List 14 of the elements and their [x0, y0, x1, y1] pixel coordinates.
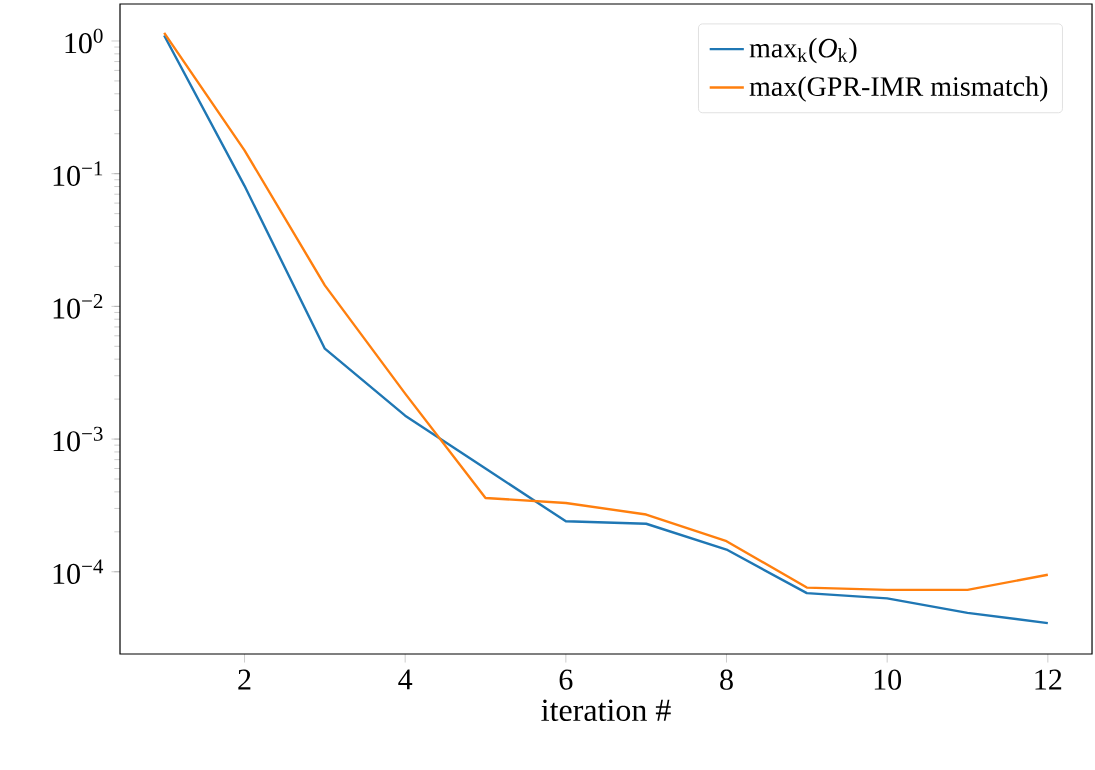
y-tick-label: 10$^{−4}$: [53, 559, 104, 585]
x-axis-title: iteration #: [541, 699, 671, 722]
y-tick-label: 10$^{−2}$: [53, 294, 103, 319]
y-tick-label: 10$^{0}$: [65, 28, 103, 54]
legend-label: max(GPR-IMR mismatch): [749, 76, 1048, 102]
x-tick-label: 12: [1035, 669, 1062, 690]
x-tick-label: 2: [238, 669, 251, 690]
y-tick-label: 10$^{−3}$: [53, 426, 103, 452]
x-tick-label: 8: [720, 669, 733, 690]
y-tick-label: 10$^{−1}$: [53, 161, 103, 186]
x-tick-label: 4: [398, 669, 413, 690]
legend-label: max$_{k}$(O$_{k}$): [749, 37, 857, 64]
x-tick-label: 6: [559, 669, 573, 690]
x-tick-label: 10: [874, 669, 902, 690]
